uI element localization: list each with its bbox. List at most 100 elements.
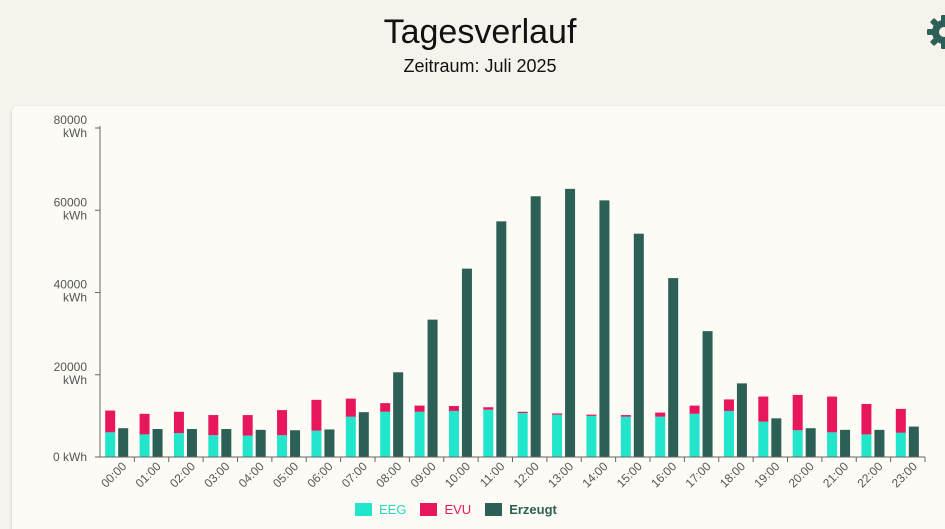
bar-eeg[interactable] bbox=[380, 411, 391, 457]
bar-eeg[interactable] bbox=[895, 432, 906, 457]
legend: EEG EVU Erzeugt bbox=[355, 502, 571, 517]
bar-eeg[interactable] bbox=[758, 421, 769, 457]
y-tick-label: 80000 kWh bbox=[54, 113, 88, 140]
bar-eeg[interactable] bbox=[689, 413, 700, 457]
legend-item-evu[interactable]: EVU bbox=[420, 502, 471, 517]
bar-evu[interactable] bbox=[139, 413, 150, 435]
bar-evu[interactable] bbox=[173, 411, 184, 434]
bar-evu[interactable] bbox=[723, 399, 734, 411]
x-tick-label: 00:00 bbox=[98, 459, 129, 490]
x-tick-label: 06:00 bbox=[304, 459, 335, 490]
x-tick-label: 22:00 bbox=[854, 459, 885, 490]
bar-eeg[interactable] bbox=[242, 435, 253, 457]
bar-erzeugt[interactable] bbox=[255, 429, 266, 457]
bar-evu[interactable] bbox=[242, 415, 253, 436]
bar-erzeugt[interactable] bbox=[358, 412, 369, 457]
bar-erzeugt[interactable] bbox=[290, 430, 301, 457]
bar-evu[interactable] bbox=[311, 399, 322, 431]
bar-erzeugt[interactable] bbox=[805, 428, 816, 457]
bar-erzeugt[interactable] bbox=[668, 278, 679, 457]
bar-eeg[interactable] bbox=[517, 412, 528, 457]
bar-erzeugt[interactable] bbox=[874, 429, 885, 457]
bar-evu[interactable] bbox=[655, 412, 666, 417]
bar-erzeugt[interactable] bbox=[221, 429, 232, 457]
bar-erzeugt[interactable] bbox=[530, 196, 541, 457]
bar-erzeugt[interactable] bbox=[633, 233, 644, 457]
bar-evu[interactable] bbox=[620, 415, 631, 417]
y-tick-label: 0 kWh bbox=[53, 450, 87, 464]
x-tick-label: 04:00 bbox=[236, 459, 267, 490]
page-subtitle: Zeitraum: Juli 2025 bbox=[403, 56, 557, 76]
x-tick-label: 16:00 bbox=[648, 459, 679, 490]
bar-erzeugt[interactable] bbox=[702, 331, 713, 457]
x-tick-label: 21:00 bbox=[820, 459, 851, 490]
bar-erzeugt[interactable] bbox=[118, 428, 129, 457]
bar-erzeugt[interactable] bbox=[461, 268, 472, 457]
legend-label-eeg: EEG bbox=[379, 502, 407, 517]
x-tick-label: 23:00 bbox=[889, 459, 920, 490]
bar-evu[interactable] bbox=[792, 394, 803, 431]
bar-erzeugt[interactable] bbox=[152, 429, 163, 457]
bar-eeg[interactable] bbox=[792, 430, 803, 457]
bar-evu[interactable] bbox=[758, 396, 769, 422]
bar-evu[interactable] bbox=[483, 407, 494, 410]
bar-eeg[interactable] bbox=[311, 430, 322, 457]
bar-erzeugt[interactable] bbox=[599, 200, 610, 457]
x-tick-label: 10:00 bbox=[442, 459, 473, 490]
bar-evu[interactable] bbox=[861, 403, 872, 435]
bar-erzeugt[interactable] bbox=[840, 429, 851, 457]
bar-eeg[interactable] bbox=[208, 435, 219, 457]
bar-evu[interactable] bbox=[105, 410, 116, 433]
bar-eeg[interactable] bbox=[345, 416, 356, 457]
x-tick-label: 20:00 bbox=[786, 459, 817, 490]
y-axis: 0 kWh 20000 kWh 40000 kWh 60000 kWh 80000 kWh bbox=[53, 113, 101, 464]
bar-eeg[interactable] bbox=[827, 432, 838, 457]
bar-eeg[interactable] bbox=[277, 435, 288, 457]
x-tick-label: 09:00 bbox=[408, 459, 439, 490]
bar-eeg[interactable] bbox=[483, 409, 494, 457]
bar-evu[interactable] bbox=[414, 405, 425, 412]
bar-evu[interactable] bbox=[586, 414, 597, 416]
bar-eeg[interactable] bbox=[620, 416, 631, 457]
bar-erzeugt[interactable] bbox=[324, 429, 335, 457]
bar-erzeugt[interactable] bbox=[736, 383, 747, 457]
bar-erzeugt[interactable] bbox=[565, 188, 576, 458]
legend-swatch-evu bbox=[420, 503, 438, 516]
bar-evu[interactable] bbox=[345, 398, 356, 417]
bar-eeg[interactable] bbox=[586, 415, 597, 457]
bar-eeg[interactable] bbox=[723, 410, 734, 457]
bar-erzeugt[interactable] bbox=[427, 319, 438, 457]
bar-eeg[interactable] bbox=[173, 433, 184, 457]
bar-eeg[interactable] bbox=[105, 432, 116, 457]
bar-eeg[interactable] bbox=[655, 416, 666, 457]
bar-eeg[interactable] bbox=[414, 411, 425, 457]
x-tick-label: 13:00 bbox=[545, 459, 576, 490]
bar-eeg[interactable] bbox=[552, 414, 563, 457]
bar-erzeugt[interactable] bbox=[393, 372, 404, 457]
bar-erzeugt[interactable] bbox=[908, 426, 919, 457]
x-tick-label: 12:00 bbox=[511, 459, 542, 490]
bar-evu[interactable] bbox=[380, 403, 391, 412]
bar-evu[interactable] bbox=[277, 410, 288, 436]
bar-evu[interactable] bbox=[689, 405, 700, 414]
bar-evu[interactable] bbox=[208, 415, 219, 436]
bar-evu[interactable] bbox=[448, 406, 459, 411]
bar-eeg[interactable] bbox=[139, 434, 150, 457]
bar-evu[interactable] bbox=[827, 396, 838, 433]
bar-evu[interactable] bbox=[552, 413, 563, 415]
bar-eeg[interactable] bbox=[861, 434, 872, 457]
legend-item-eeg[interactable]: EEG bbox=[355, 502, 406, 517]
x-tick-label: 05:00 bbox=[270, 459, 301, 490]
x-axis: 00:00 01:00 02:00 03:00 04:00 05:00 06:00 07:00… bbox=[98, 456, 926, 490]
bar-erzeugt[interactable] bbox=[771, 418, 782, 457]
bar-evu[interactable] bbox=[895, 408, 906, 433]
bar-erzeugt[interactable] bbox=[186, 429, 197, 457]
x-tick-label: 08:00 bbox=[373, 459, 404, 490]
bar-erzeugt[interactable] bbox=[496, 221, 507, 457]
legend-item-erzeugt[interactable]: Erzeugt bbox=[485, 502, 557, 517]
gear-icon[interactable] bbox=[924, 12, 945, 52]
bar-evu[interactable] bbox=[517, 411, 528, 413]
bar-eeg[interactable] bbox=[448, 410, 459, 457]
